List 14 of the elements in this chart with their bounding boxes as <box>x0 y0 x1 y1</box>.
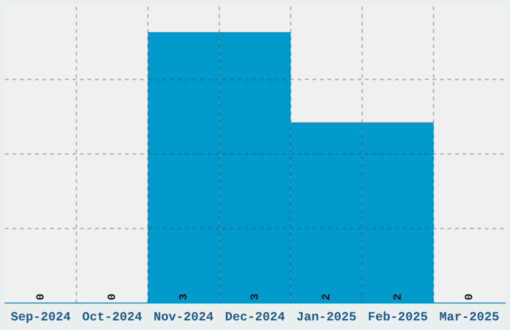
x-tick-label: Mar-2025 <box>440 312 499 321</box>
data-label: 2 <box>322 294 330 300</box>
data-label: 0 <box>108 294 116 300</box>
x-tick-label: Jan-2025 <box>297 312 356 321</box>
data-label: 0 <box>36 294 44 300</box>
data-label: 3 <box>179 294 187 300</box>
data-label: 3 <box>250 294 258 300</box>
x-tick-label: Dec-2024 <box>226 312 285 321</box>
data-label: 2 <box>393 294 401 300</box>
data-label: 0 <box>464 294 472 300</box>
x-tick-label: Sep-2024 <box>10 312 70 323</box>
x-tick-label: Oct-2024 <box>82 312 142 321</box>
x-tick-label: Feb-2025 <box>368 311 428 321</box>
x-tick-label: Nov-2024 <box>154 312 214 321</box>
